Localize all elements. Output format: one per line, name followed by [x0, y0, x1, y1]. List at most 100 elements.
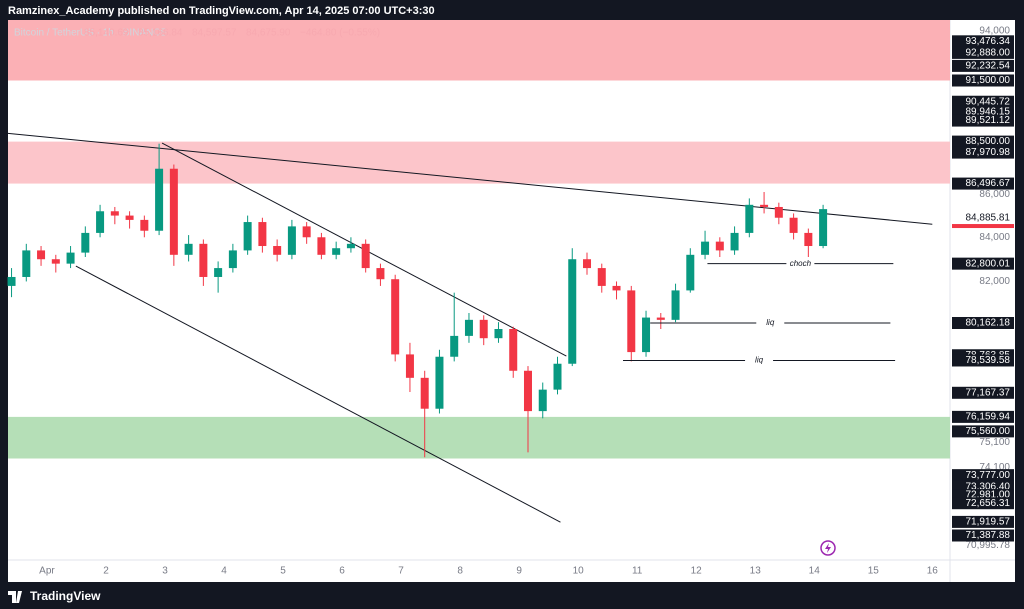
- candle-body: [568, 259, 577, 364]
- y-tick-label: 82,000: [979, 276, 1010, 287]
- candle-body: [538, 389, 547, 412]
- price-label-box: [952, 425, 1014, 438]
- candle-body: [760, 204, 769, 207]
- x-tick-label: Apr: [39, 566, 55, 577]
- candle-body: [214, 268, 223, 277]
- y-tick-label: 86,000: [979, 189, 1010, 200]
- footer-logo: [8, 591, 22, 603]
- price-label-box: [952, 515, 1014, 528]
- candle-body: [37, 250, 46, 260]
- level-label: liq: [755, 356, 764, 365]
- candle-body: [686, 254, 695, 291]
- price-label-box: [952, 529, 1014, 542]
- price-label: 89,946.15: [966, 107, 1011, 118]
- x-tick-label: 9: [516, 566, 522, 577]
- level-label: liq: [766, 318, 775, 327]
- alert-icon[interactable]: [820, 540, 836, 556]
- price-label-box: [952, 257, 1014, 270]
- chart-panel: [8, 20, 1015, 582]
- price-label: 76,159.94: [966, 412, 1011, 423]
- price-label-box: [952, 177, 1014, 190]
- x-tick-label: 2: [103, 566, 109, 577]
- candle-body: [258, 222, 267, 247]
- candle-body: [745, 204, 754, 233]
- header-title: Ramzinex_Academy published on TradingVie…: [8, 5, 435, 17]
- candle-body: [228, 250, 237, 269]
- x-tick-label: 5: [280, 566, 286, 577]
- plot: choch liq liq: [7, 132, 933, 523]
- candle-body: [96, 211, 105, 233]
- price-label: 77,167.37: [966, 387, 1011, 398]
- ohlc-value: 84,675.90: [246, 28, 291, 39]
- candle-body: [509, 328, 518, 371]
- symbol: Bitcoin / TetherUS · 1h · BINANCE: [14, 28, 168, 39]
- price-label: 88,500.00: [966, 136, 1011, 147]
- candle-body: [66, 252, 75, 264]
- candle-body: [671, 290, 680, 320]
- candle-body: [125, 215, 134, 220]
- candle-body: [346, 243, 355, 249]
- candle-body: [494, 328, 503, 339]
- candle-body: [302, 226, 311, 238]
- price-label-box: [952, 316, 1014, 329]
- candle-body: [715, 241, 724, 251]
- candle-body: [642, 317, 651, 353]
- candle-body: [332, 248, 341, 255]
- candle-body: [287, 226, 296, 255]
- price-label: 86,496.67: [966, 178, 1011, 189]
- candle-body: [81, 232, 90, 253]
- alert-bolt: [825, 543, 831, 553]
- price-label-box: [952, 146, 1014, 159]
- y-tick-label: 74,100: [979, 462, 1010, 473]
- price-label: 90,445.72: [966, 96, 1011, 107]
- candle-body: [273, 246, 282, 255]
- price-label-box: [952, 35, 1014, 48]
- candle-body: [819, 209, 828, 247]
- zone: [8, 416, 950, 459]
- price-label: 80,162.18: [966, 318, 1011, 329]
- candle-body: [243, 222, 252, 251]
- candle-body: [391, 279, 400, 355]
- price-label: 92,888.00: [966, 48, 1011, 59]
- candle-body: [376, 268, 385, 280]
- level-label-bg: [745, 355, 774, 366]
- zone: [8, 20, 950, 81]
- candle-body: [553, 363, 562, 390]
- price-label-box: [952, 410, 1014, 423]
- candle-body: [7, 276, 16, 286]
- price-label: 73,306.40: [966, 482, 1011, 493]
- candle-body: [479, 319, 488, 339]
- candle-body: [140, 219, 149, 231]
- candle-body: [110, 211, 119, 216]
- candle-body: [701, 241, 710, 255]
- current-price-marker: [952, 224, 1014, 229]
- zone: [8, 141, 950, 184]
- x-tick-label: 13: [750, 566, 762, 577]
- change: −464.80 (−0.55%): [300, 28, 380, 39]
- level-label-bg: [756, 317, 785, 328]
- price-label: 75,560.00: [966, 426, 1011, 437]
- price-label-box: [952, 114, 1014, 127]
- y-tick-label: 94,000: [979, 26, 1010, 37]
- price-label: 87,970.98: [966, 147, 1011, 158]
- x-tick-label: 15: [868, 566, 880, 577]
- candle-body: [789, 217, 798, 233]
- x-tick-label: 7: [398, 566, 404, 577]
- price-label: 93,476.34: [966, 36, 1011, 47]
- candle-body: [51, 259, 60, 264]
- price-label: 92,232.54: [966, 61, 1011, 72]
- x-tick-label: 8: [457, 566, 463, 577]
- candle-body: [627, 290, 636, 353]
- price-label: 73,777.00: [966, 470, 1011, 481]
- price-label: 89,521.12: [966, 115, 1011, 126]
- x-tick-label: 14: [809, 566, 821, 577]
- candle-body: [405, 354, 414, 378]
- candle-body: [523, 370, 532, 412]
- price-label-box: [952, 135, 1014, 148]
- level-label-bg: [786, 258, 815, 269]
- price-label: 78,539.58: [966, 355, 1011, 366]
- price-label-box: [952, 497, 1014, 510]
- candle-body: [199, 243, 208, 277]
- price-label: 71,387.88: [966, 530, 1011, 541]
